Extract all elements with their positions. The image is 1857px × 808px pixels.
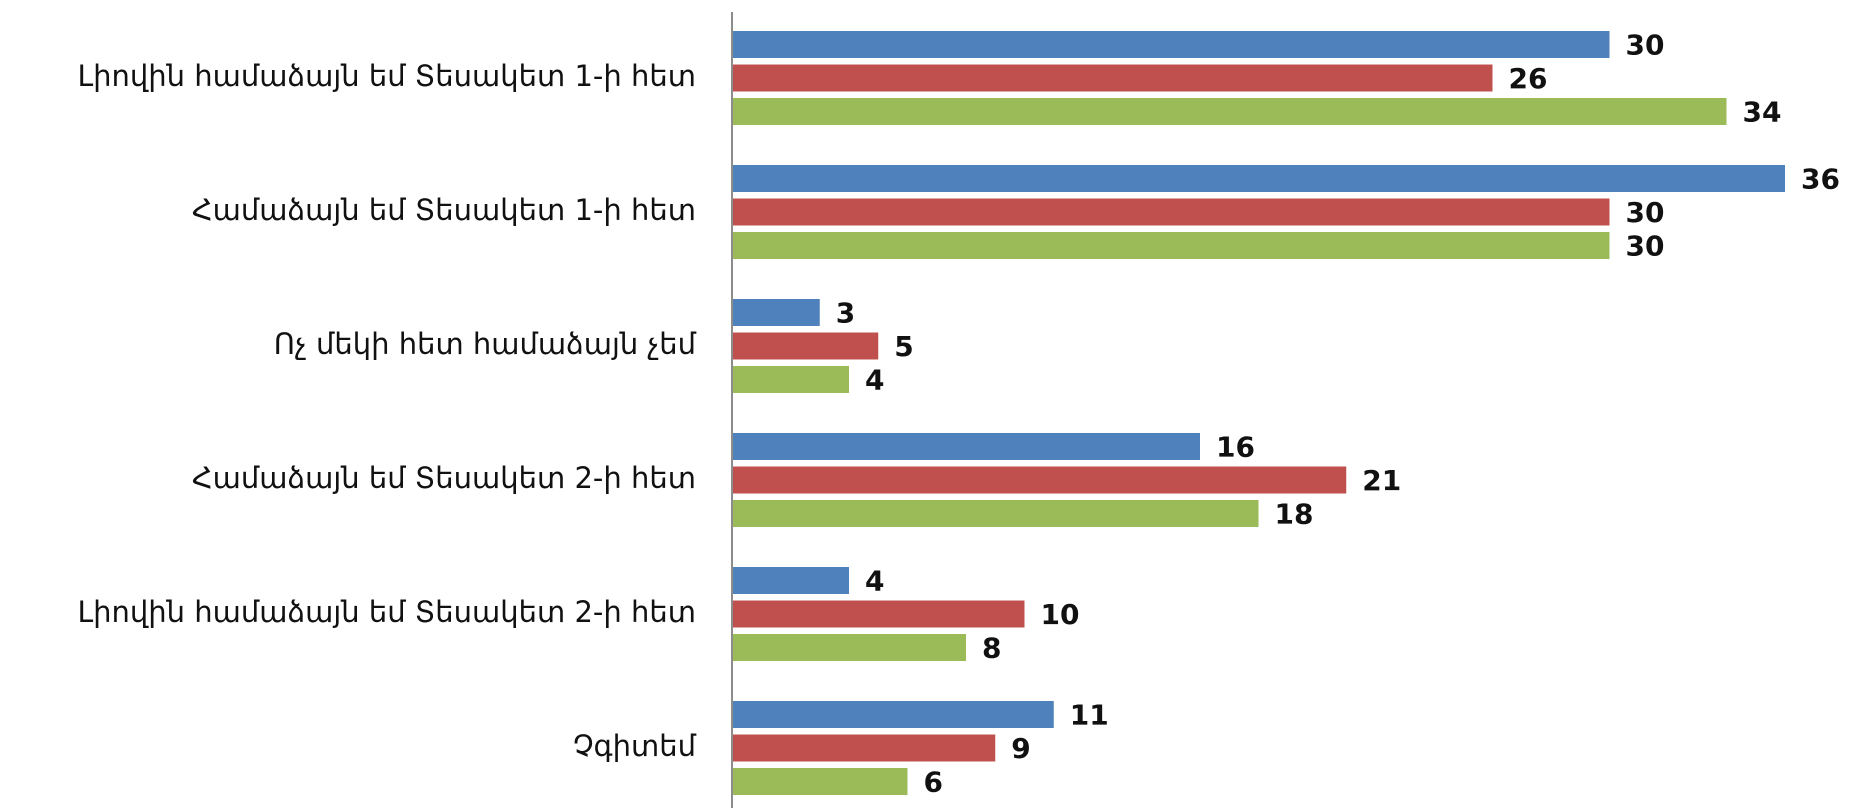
- bar: [732, 600, 1025, 628]
- bar-value-label: 30: [1626, 196, 1665, 229]
- bar-value-label: 36: [1801, 163, 1840, 196]
- bar: [732, 433, 1200, 460]
- bar: [732, 567, 849, 594]
- bar-value-label: 16: [1216, 431, 1255, 464]
- bar: [732, 332, 879, 360]
- bar-value-label: 5: [894, 330, 913, 363]
- bar: [732, 165, 1785, 192]
- bar: [732, 98, 1727, 125]
- bar: [732, 701, 1054, 728]
- bar-value-label: 8: [982, 632, 1001, 665]
- bar-value-label: 30: [1626, 230, 1665, 263]
- category-label: Լիովին համաձայն եմ Տեսակետ 2-ի հետ: [78, 595, 696, 629]
- bar: [732, 466, 1347, 494]
- bar: [732, 500, 1259, 527]
- category-label: Ոչ մեկի հետ համաձայն չեմ: [274, 327, 697, 361]
- bar: [732, 64, 1493, 92]
- bar-value-label: 4: [865, 364, 884, 397]
- bar: [732, 31, 1610, 58]
- category-label: Համաձայն եմ Տեսակետ 1-ի հետ: [192, 193, 696, 227]
- category-labels: Լիովին համաձայն եմ Տեսակետ 1-ի հետ Համաձա…: [78, 59, 697, 763]
- bar-value-label: 21: [1362, 464, 1401, 497]
- bar-value-label: 6: [924, 766, 943, 799]
- bar: [732, 734, 996, 762]
- category-label: Լիովին համաձայն եմ Տեսակետ 1-ի հետ: [78, 59, 696, 93]
- bar: [732, 232, 1610, 259]
- bar: [732, 768, 908, 795]
- bar: [732, 366, 849, 393]
- bar-value-label: 3: [836, 297, 855, 330]
- bar: [732, 634, 966, 661]
- category-label: Համաձայն եմ Տեսակետ 2-ի հետ: [192, 461, 696, 495]
- bar-value-label: 34: [1743, 96, 1782, 129]
- bars: [732, 31, 1785, 795]
- bar-value-label: 26: [1509, 62, 1548, 95]
- bar-value-label: 10: [1041, 598, 1080, 631]
- bar-value-label: 18: [1275, 498, 1314, 531]
- bar-value-label: 11: [1070, 699, 1109, 732]
- bar-value-label: 9: [1011, 732, 1030, 765]
- category-label: Չգիտեմ: [573, 729, 697, 763]
- bar-value-label: 30: [1626, 29, 1665, 62]
- bar: [732, 299, 820, 326]
- bar: [732, 198, 1610, 226]
- bar-value-label: 4: [865, 565, 884, 598]
